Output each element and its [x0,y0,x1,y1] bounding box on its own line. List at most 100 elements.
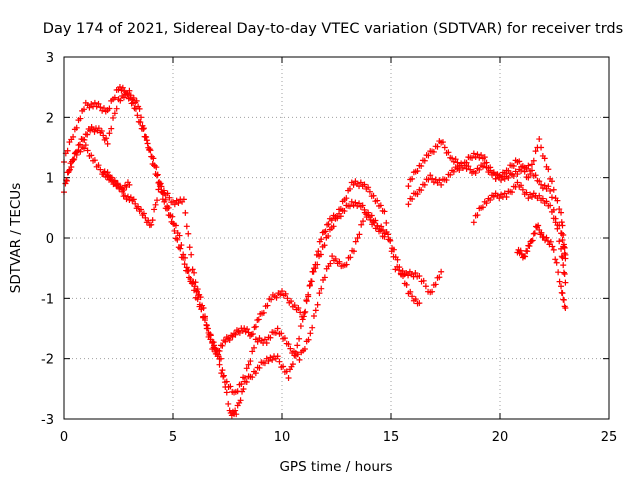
data-point [106,105,113,112]
data-point [216,348,223,355]
data-point [387,237,394,244]
data-point [318,285,325,292]
data-point [91,157,98,164]
data-point [381,208,388,215]
data-point [430,148,437,155]
data-point [547,187,554,194]
data-point [562,251,569,258]
data-point [341,208,348,215]
data-point [456,167,463,174]
data-point [252,323,259,330]
data-point [538,181,545,188]
data-point [354,235,361,241]
data-point [519,186,526,193]
data-point [352,238,359,245]
data-point [219,367,226,374]
data-point [130,95,137,102]
data-point [249,348,256,355]
y-tick-label: 0 [46,232,54,247]
data-point [307,330,314,337]
data-point [295,304,302,311]
data-point [547,238,554,245]
data-point [479,204,486,211]
y-axis-label: SDTVAR / TECUs [8,183,24,293]
data-point [283,368,290,375]
data-point [155,186,162,193]
data-point [327,260,334,267]
data-point [308,278,315,285]
data-point [296,356,303,363]
data-point [481,160,488,167]
data-point [124,193,131,200]
data-point [133,97,140,104]
data-point [510,173,517,180]
data-point [545,166,552,173]
data-point [95,100,102,107]
data-point [149,217,156,224]
data-point [220,373,227,380]
data-point [416,273,423,280]
data-point [280,363,287,370]
data-point [445,149,452,156]
data-point [541,155,548,162]
data-point [145,217,152,224]
data-point [154,197,161,204]
data-point [135,203,142,210]
data-point [528,238,535,245]
data-point [390,246,397,253]
data-point [285,374,292,381]
data-point [297,309,304,316]
data-point [294,351,301,358]
data-point [409,293,416,300]
data-point [267,334,274,341]
data-point [474,151,481,158]
data-point [86,104,93,111]
y-tick-label: -1 [41,292,54,307]
data-point [535,222,542,229]
data-point [263,339,270,346]
axis-ticks: 0 5 10 15 20 25 -3 -2 -1 0 1 2 3 [41,51,617,445]
data-point [558,209,565,216]
data-point [183,223,190,230]
data-point [483,200,490,207]
grid [64,57,609,419]
data-point [555,269,562,276]
data-point [538,144,545,151]
data-point [548,178,555,185]
data-point [530,157,537,164]
data-point [73,124,80,131]
data-point [129,197,136,204]
plot-frame [63,56,610,420]
data-point [152,201,159,208]
data-point [450,168,457,175]
data-point [120,187,127,194]
data-point [552,256,559,263]
data-point [548,194,555,201]
data-point [241,374,248,381]
data-point [119,84,126,91]
data-point [329,253,336,260]
data-point [324,221,331,228]
data-point [189,266,196,273]
data-point [357,179,364,186]
data-point [447,171,454,178]
data-point [536,136,543,143]
data-point [530,230,537,237]
data-point [144,140,151,147]
data-point [538,229,545,236]
data-point [479,163,486,170]
data-point [264,302,271,309]
data-point [550,186,557,193]
data-point [337,213,344,220]
data-point [282,290,289,297]
data-point [81,136,88,143]
data-point [178,242,185,249]
data-point [438,268,445,275]
data-point [132,200,139,207]
data-point [501,190,508,197]
data-point [414,168,421,175]
data-point [427,172,434,179]
data-point [126,87,133,94]
data-point [66,167,73,174]
